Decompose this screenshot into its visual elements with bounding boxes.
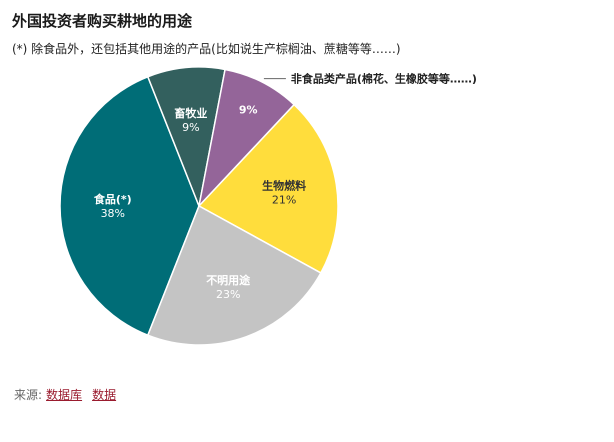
slice-value-1: 9%: [182, 121, 199, 134]
chart-title: 外国投资者购买耕地的用途: [12, 12, 193, 30]
source-label: 来源:: [14, 388, 43, 402]
slice-label-4: 不明用途: [206, 273, 251, 287]
slice-value-4: 23%: [216, 288, 240, 301]
callout-label-2: 非食品类产品(棉花、生橡胶等等……): [291, 72, 477, 86]
source-link-database[interactable]: 数据库: [46, 388, 83, 402]
source-line: 来源: 数据库 数据: [14, 386, 116, 403]
slice-value-3: 21%: [272, 194, 296, 207]
slice-label-1: 畜牧业: [174, 106, 207, 120]
pie-slice-0: [59, 75, 200, 337]
slice-value-2: 9%: [239, 103, 258, 116]
source-link-data[interactable]: 数据: [92, 388, 117, 402]
slice-label-0: 食品(*): [94, 192, 132, 206]
pie-slice-3: [197, 103, 339, 274]
pie-slice-4: [146, 204, 322, 346]
slice-label-3: 生物燃料: [262, 179, 306, 193]
slice-value-0: 38%: [101, 207, 125, 220]
pie-slice-1: [146, 66, 226, 209]
chart-subtitle: (*) 除食品外，还包括其他用途的产品(比如说生产棕榈油、蔗糖等等……): [12, 42, 401, 56]
